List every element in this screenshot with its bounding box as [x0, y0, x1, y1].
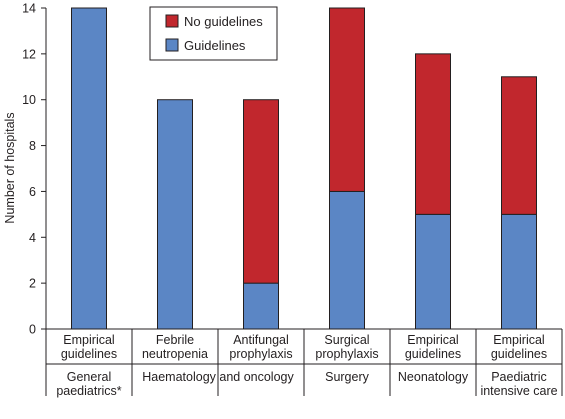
x-tick-label: Empirical: [493, 333, 544, 347]
group-label: Haematology and oncology: [142, 370, 294, 384]
legend-label: Guidelines: [184, 38, 246, 53]
x-tick-label: Empirical: [407, 333, 458, 347]
bar-no-guidelines: [329, 7, 365, 192]
x-tick-label: Surgical: [324, 333, 369, 347]
x-tick-label: neutropenia: [142, 347, 208, 361]
x-tick-label: Antifungal: [233, 333, 289, 347]
group-label: Paediatric: [491, 370, 547, 384]
group-label: intensive care: [480, 384, 557, 398]
x-tick-label: guidelines: [491, 347, 547, 361]
y-tick-label: 4: [29, 231, 36, 245]
group-label: paediatrics*: [56, 384, 121, 398]
bars: [71, 7, 537, 330]
x-axis-labels: EmpiricalguidelinesFebrileneutropeniaAnt…: [56, 333, 557, 398]
y-tick-label: 10: [22, 93, 36, 107]
legend-swatch: [165, 14, 179, 28]
x-tick-label: Empirical: [63, 333, 114, 347]
x-tick-label: prophylaxis: [229, 347, 292, 361]
y-tick-label: 0: [29, 323, 36, 337]
legend: No guidelines Guidelines: [149, 6, 278, 61]
y-tick-label: 8: [29, 139, 36, 153]
group-label: General: [67, 370, 111, 384]
y-axis-title: Number of hospitals: [3, 112, 17, 223]
group-label: Surgery: [325, 370, 370, 384]
bar-no-guidelines: [243, 99, 279, 284]
bar-guidelines: [157, 99, 193, 330]
y-tick-label: 6: [29, 185, 36, 199]
bar-guidelines: [71, 7, 107, 330]
axes: 0 2 4 6 8 10 12 14: [22, 2, 563, 396]
bar-guidelines: [415, 213, 451, 330]
x-tick-label: guidelines: [61, 347, 117, 361]
legend-swatch: [165, 38, 179, 52]
x-tick-label: prophylaxis: [315, 347, 378, 361]
bar-no-guidelines: [501, 76, 537, 215]
y-tick-label: 2: [29, 277, 36, 291]
group-label: Neonatology: [398, 370, 469, 384]
bar-no-guidelines: [415, 53, 451, 215]
bar-guidelines: [501, 213, 537, 330]
y-tick-label: 14: [22, 2, 36, 16]
bar-guidelines: [329, 190, 365, 330]
legend-label: No guidelines: [184, 14, 263, 29]
x-tick-label: guidelines: [405, 347, 461, 361]
bar-guidelines: [243, 282, 279, 330]
y-tick-label: 12: [22, 47, 36, 61]
x-tick-label: Febrile: [156, 333, 194, 347]
